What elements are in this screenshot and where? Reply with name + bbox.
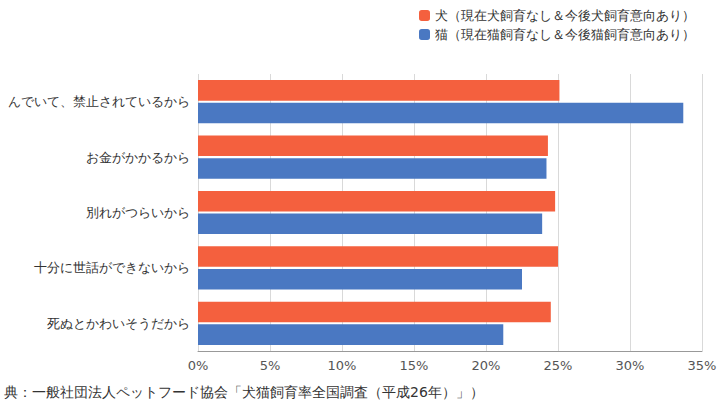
- svg-text:んでいて、禁止されているから: んでいて、禁止されているから: [8, 94, 190, 109]
- svg-text:10%: 10%: [328, 358, 357, 373]
- svg-text:別れがつらいから: 別れがつらいから: [86, 205, 190, 220]
- svg-text:十分に世話ができないから: 十分に世話ができないから: [34, 260, 190, 275]
- svg-text:犬（現在犬飼育なし＆今後犬飼育意向あり）: 犬（現在犬飼育なし＆今後犬飼育意向あり）: [435, 8, 695, 23]
- svg-text:15%: 15%: [400, 358, 429, 373]
- svg-text:25%: 25%: [544, 358, 573, 373]
- svg-text:猫（現在猫飼育なし＆今後猫飼育意向あり）: 猫（現在猫飼育なし＆今後猫飼育意向あり）: [435, 27, 695, 42]
- svg-text:死ぬとかわいそうだから: 死ぬとかわいそうだから: [47, 316, 190, 331]
- svg-text:30%: 30%: [616, 358, 645, 373]
- svg-text:0%: 0%: [188, 358, 209, 373]
- svg-text:お金がかかるから: お金がかかるから: [86, 150, 190, 165]
- svg-text:5%: 5%: [260, 358, 281, 373]
- svg-text:20%: 20%: [472, 358, 501, 373]
- svg-text:35%: 35%: [688, 358, 717, 373]
- svg-text:典：一般社団法人ペットフード協会「犬猫飼育率全国調査（平成2: 典：一般社団法人ペットフード協会「犬猫飼育率全国調査（平成26年）」）: [4, 384, 484, 400]
